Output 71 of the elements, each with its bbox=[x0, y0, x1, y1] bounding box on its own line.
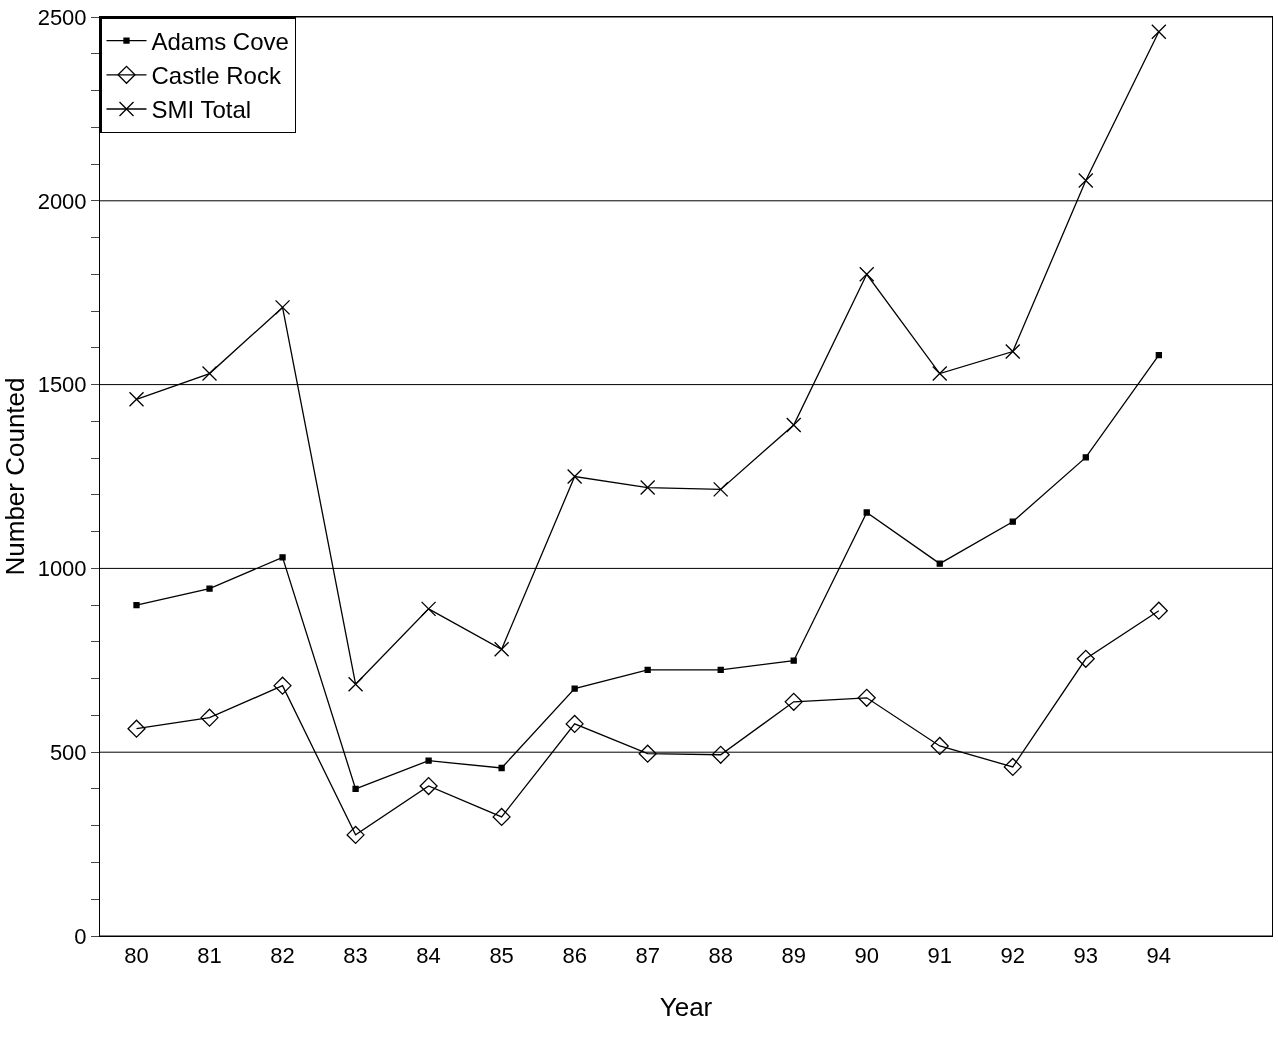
point bbox=[784, 692, 803, 711]
point bbox=[206, 585, 213, 592]
y-tick-label: 2000 bbox=[37, 188, 87, 214]
point bbox=[930, 736, 949, 756]
x-tick-label: 88 bbox=[708, 943, 733, 969]
point bbox=[1149, 601, 1168, 620]
legend-label: Adams Cove bbox=[151, 27, 289, 55]
y-tick-label: 0 bbox=[74, 923, 87, 949]
x-tick-label: 82 bbox=[270, 943, 295, 969]
y-axis-title: Number Counted bbox=[0, 377, 30, 576]
point bbox=[1003, 757, 1022, 776]
point bbox=[1009, 518, 1016, 525]
point bbox=[127, 719, 146, 738]
legend-label: Castle Rock bbox=[151, 62, 282, 90]
point bbox=[492, 807, 511, 826]
point bbox=[347, 676, 364, 692]
point bbox=[936, 560, 943, 567]
y-tick-label: 1500 bbox=[37, 372, 87, 398]
point bbox=[571, 685, 578, 692]
point bbox=[786, 417, 802, 433]
point bbox=[717, 666, 724, 674]
point bbox=[273, 676, 292, 695]
point bbox=[857, 688, 876, 707]
point bbox=[425, 757, 432, 764]
point bbox=[1078, 172, 1094, 189]
x-tick-label: 80 bbox=[124, 943, 149, 969]
point bbox=[1005, 343, 1021, 360]
point bbox=[200, 708, 219, 727]
point bbox=[498, 764, 505, 772]
point bbox=[790, 657, 797, 664]
legend-label: SMI Total bbox=[151, 96, 252, 124]
y-tick-label: 2500 bbox=[37, 4, 87, 30]
point bbox=[274, 299, 291, 316]
point bbox=[932, 365, 948, 382]
point bbox=[133, 602, 140, 609]
point bbox=[420, 601, 437, 617]
point bbox=[279, 554, 286, 561]
point bbox=[352, 785, 359, 793]
point bbox=[644, 666, 651, 674]
x-tick-label: 84 bbox=[416, 943, 441, 969]
point bbox=[859, 266, 875, 282]
x-tick-label: 86 bbox=[562, 943, 587, 969]
point bbox=[711, 745, 730, 764]
point bbox=[128, 391, 145, 407]
point bbox=[638, 744, 657, 763]
point bbox=[1076, 649, 1095, 668]
x-tick-label: 81 bbox=[197, 943, 222, 969]
point bbox=[640, 479, 656, 496]
x-tick-label: 94 bbox=[1146, 943, 1172, 969]
x-tick-label: 91 bbox=[927, 943, 952, 969]
point bbox=[493, 641, 510, 657]
x-tick-label: 90 bbox=[854, 943, 879, 969]
y-tick-label: 1000 bbox=[37, 556, 87, 582]
point bbox=[1155, 352, 1162, 359]
x-tick-label: 92 bbox=[1000, 943, 1026, 969]
point bbox=[201, 365, 218, 382]
point bbox=[863, 509, 870, 516]
x-tick-label: 87 bbox=[635, 943, 660, 969]
x-tick-label: 83 bbox=[343, 943, 368, 969]
point bbox=[565, 714, 584, 733]
x-tick-label: 85 bbox=[489, 943, 514, 969]
point bbox=[566, 468, 583, 485]
point bbox=[1151, 24, 1167, 40]
point bbox=[713, 481, 729, 498]
point bbox=[1082, 454, 1089, 461]
x-axis-title: Year bbox=[659, 992, 713, 1023]
x-tick-label: 89 bbox=[781, 943, 806, 969]
x-tick-label: 93 bbox=[1073, 943, 1099, 969]
point bbox=[346, 825, 365, 845]
point bbox=[419, 776, 438, 796]
y-tick-label: 500 bbox=[49, 739, 87, 765]
